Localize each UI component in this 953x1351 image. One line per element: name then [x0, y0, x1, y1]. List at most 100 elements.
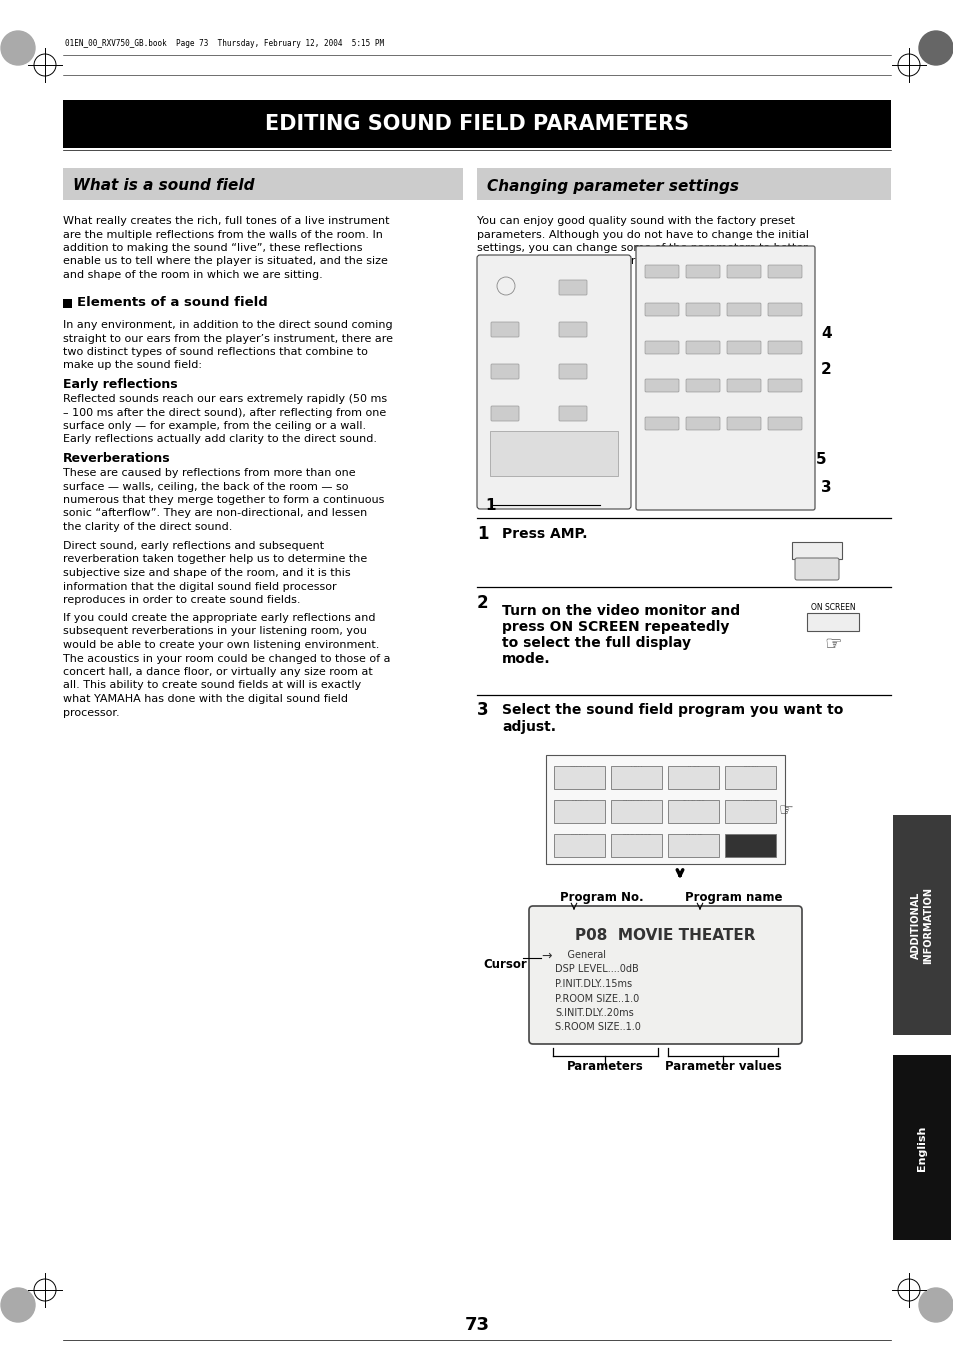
Text: settings, you can change some of the parameters to better: settings, you can change some of the par… — [476, 243, 807, 253]
Text: MOVIE: MOVIE — [741, 800, 759, 805]
Text: 4: 4 — [821, 327, 831, 342]
FancyBboxPatch shape — [726, 265, 760, 278]
FancyBboxPatch shape — [726, 303, 760, 316]
FancyBboxPatch shape — [644, 303, 679, 316]
Text: You can enjoy good quality sound with the factory preset: You can enjoy good quality sound with th… — [476, 216, 794, 226]
FancyBboxPatch shape — [767, 417, 801, 430]
Text: 5: 5 — [815, 453, 825, 467]
FancyBboxPatch shape — [806, 613, 858, 631]
Text: STEREO: STEREO — [569, 766, 590, 771]
Bar — [63, 299, 71, 308]
Text: parameters. Although you do not have to change the initial: parameters. Although you do not have to … — [476, 230, 808, 239]
Text: 3: 3 — [476, 701, 488, 719]
Circle shape — [1, 1288, 35, 1323]
Text: 2: 2 — [633, 777, 639, 788]
Text: Parameters: Parameters — [566, 1061, 642, 1073]
FancyBboxPatch shape — [611, 834, 661, 857]
FancyBboxPatch shape — [794, 558, 838, 580]
Text: 0: 0 — [633, 844, 639, 855]
Text: DISPLAY: DISPLAY — [815, 617, 849, 627]
Text: P.ROOM SIZE..1.0: P.ROOM SIZE..1.0 — [555, 993, 639, 1004]
Text: Cursor: Cursor — [482, 958, 526, 971]
FancyBboxPatch shape — [644, 265, 679, 278]
FancyBboxPatch shape — [644, 417, 679, 430]
Text: ☞: ☞ — [823, 635, 841, 654]
Text: 3: 3 — [690, 777, 697, 788]
Text: GAME/
ENHANCE: GAME/ ENHANCE — [737, 834, 763, 844]
Bar — [892, 815, 950, 1035]
Text: subsequent reverberations in your listening room, you: subsequent reverberations in your listen… — [63, 627, 367, 636]
FancyBboxPatch shape — [644, 340, 679, 354]
FancyBboxPatch shape — [724, 800, 776, 823]
Circle shape — [1, 31, 35, 65]
Text: adjust.: adjust. — [501, 720, 556, 734]
Text: Select the sound field program you want to: Select the sound field program you want … — [501, 703, 842, 717]
Text: information that the digital sound field processor: information that the digital sound field… — [63, 581, 336, 592]
FancyBboxPatch shape — [724, 766, 776, 789]
FancyBboxPatch shape — [767, 303, 801, 316]
Text: two distinct types of sound reflections that combine to: two distinct types of sound reflections … — [63, 347, 368, 357]
FancyBboxPatch shape — [726, 380, 760, 392]
Text: processor.: processor. — [63, 708, 119, 717]
Text: S.INIT.DLY..20ms: S.INIT.DLY..20ms — [555, 1008, 633, 1019]
Text: enable us to tell where the player is situated, and the size: enable us to tell where the player is si… — [63, 257, 388, 266]
FancyBboxPatch shape — [554, 766, 605, 789]
Text: These are caused by reflections from more than one: These are caused by reflections from mor… — [63, 467, 355, 478]
Text: the clarity of the direct sound.: the clarity of the direct sound. — [63, 521, 233, 532]
Text: Reflected sounds reach our ears extremely rapidly (50 ms: Reflected sounds reach our ears extremel… — [63, 394, 387, 404]
Text: numerous that they merge together to form a continuous: numerous that they merge together to for… — [63, 494, 384, 505]
Text: 4: 4 — [747, 777, 754, 788]
Text: The acoustics in your room could be changed to those of a: The acoustics in your room could be chan… — [63, 654, 390, 663]
Text: Early reflections actually add clarity to the direct sound.: Early reflections actually add clarity t… — [63, 435, 376, 444]
Text: 5: 5 — [576, 811, 583, 821]
FancyBboxPatch shape — [685, 380, 720, 392]
Text: General: General — [555, 950, 605, 961]
Text: TV THTR: TV THTR — [681, 800, 705, 805]
Text: what YAMAHA has done with the digital sound field: what YAMAHA has done with the digital so… — [63, 694, 348, 704]
Text: mode.: mode. — [501, 653, 550, 666]
Text: What is a sound field: What is a sound field — [73, 178, 254, 193]
Text: surface — walls, ceiling, the back of the room — so: surface — walls, ceiling, the back of th… — [63, 481, 348, 492]
Text: NIGHT: NIGHT — [684, 834, 702, 839]
Text: JAZZ: JAZZ — [687, 766, 700, 771]
Text: 6: 6 — [633, 811, 639, 821]
Text: 1: 1 — [476, 526, 488, 543]
Text: EDITING SOUND FIELD PARAMETERS: EDITING SOUND FIELD PARAMETERS — [265, 113, 688, 134]
Text: 3: 3 — [821, 480, 831, 494]
Text: concert hall, a dance floor, or virtually any size room at: concert hall, a dance floor, or virtuall… — [63, 667, 373, 677]
FancyBboxPatch shape — [491, 363, 518, 380]
FancyBboxPatch shape — [726, 340, 760, 354]
Text: In any environment, in addition to the direct sound coming: In any environment, in addition to the d… — [63, 320, 393, 330]
Text: ROCK: ROCK — [742, 766, 758, 771]
FancyBboxPatch shape — [726, 417, 760, 430]
Text: S.ROOM SIZE..1.0: S.ROOM SIZE..1.0 — [555, 1023, 640, 1032]
FancyBboxPatch shape — [685, 417, 720, 430]
Text: ☞: ☞ — [778, 801, 793, 819]
Text: PRG DRCT: PRG DRCT — [622, 834, 650, 839]
Text: Early reflections: Early reflections — [63, 378, 177, 390]
Text: would be able to create your own listening environment.: would be able to create your own listeni… — [63, 640, 379, 650]
Text: reverberation taken together help us to determine the: reverberation taken together help us to … — [63, 554, 367, 565]
FancyBboxPatch shape — [558, 280, 586, 295]
FancyBboxPatch shape — [724, 834, 776, 857]
Circle shape — [918, 31, 952, 65]
FancyBboxPatch shape — [685, 303, 720, 316]
FancyBboxPatch shape — [545, 755, 784, 865]
Text: 2: 2 — [476, 594, 488, 612]
FancyBboxPatch shape — [491, 322, 518, 336]
Text: Turn on the video monitor and: Turn on the video monitor and — [501, 604, 740, 617]
Text: +10: +10 — [682, 844, 704, 855]
Text: Reverberations: Reverberations — [63, 453, 171, 465]
Text: 9: 9 — [576, 844, 583, 855]
Text: 73: 73 — [464, 1316, 489, 1333]
FancyBboxPatch shape — [685, 340, 720, 354]
FancyBboxPatch shape — [554, 834, 605, 857]
Text: P.INIT.DLY..15ms: P.INIT.DLY..15ms — [555, 979, 632, 989]
Text: to select the full display: to select the full display — [501, 636, 690, 650]
FancyBboxPatch shape — [491, 407, 518, 422]
Text: are the multiple reflections from the walls of the room. In: are the multiple reflections from the wa… — [63, 230, 382, 239]
Text: surface only — for example, from the ceiling or a wall.: surface only — for example, from the cei… — [63, 422, 366, 431]
FancyBboxPatch shape — [685, 265, 720, 278]
Text: Parameter values: Parameter values — [664, 1061, 781, 1073]
Text: MUSIC: MUSIC — [571, 800, 588, 805]
